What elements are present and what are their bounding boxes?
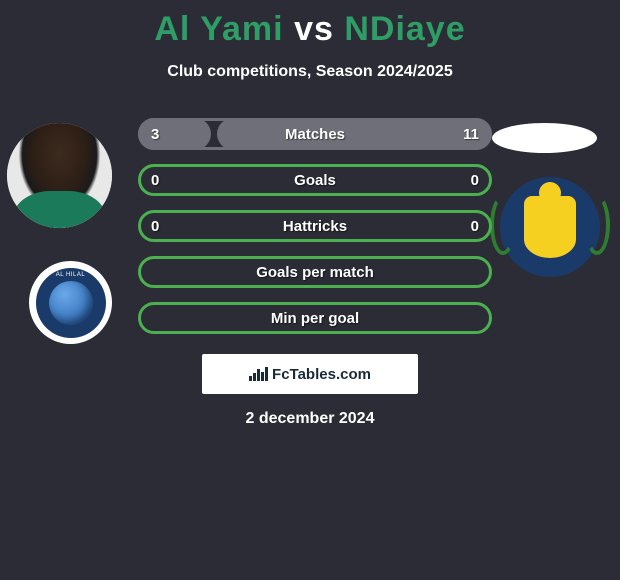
player2-name: NDiaye [344, 10, 465, 48]
branding-chart-icon [249, 367, 268, 381]
stat-bar: 0 Hattricks 0 [138, 210, 492, 242]
stat-label: Min per goal [271, 310, 359, 327]
stats-container: 3 Matches 11 0 Goals 0 0 Hattricks 0 Goals per ma… [138, 118, 492, 348]
stat-left-value: 3 [151, 126, 159, 143]
stat-bar: 0 Goals 0 [138, 164, 492, 196]
stat-right-value: 11 [463, 126, 479, 143]
stat-bar: Goals per match [138, 256, 492, 288]
stat-label: Goals [294, 172, 336, 189]
player1-photo [7, 123, 112, 228]
stat-label: Goals per match [256, 264, 374, 281]
stat-right-value: 0 [471, 218, 479, 235]
date-text: 2 december 2024 [0, 410, 620, 428]
player1-club-logo: AL HILAL [29, 261, 112, 344]
stat-right-value: 0 [471, 172, 479, 189]
branding-text: FcTables.com [272, 366, 371, 383]
vs-text: vs [294, 10, 334, 48]
page-title: Al Yami vs NDiaye [0, 0, 620, 49]
player1-name: Al Yami [154, 10, 283, 48]
player2-club-logo [500, 177, 600, 277]
subtitle: Club competitions, Season 2024/2025 [0, 63, 620, 81]
player2-photo [492, 123, 597, 153]
stat-bar: Min per goal [138, 302, 492, 334]
stat-left-value: 0 [151, 218, 159, 235]
stat-label: Matches [285, 126, 345, 143]
branding-box: FcTables.com [202, 354, 418, 394]
stat-bar: 3 Matches 11 [138, 118, 492, 150]
stat-label: Hattricks [283, 218, 347, 235]
stat-left-value: 0 [151, 172, 159, 189]
